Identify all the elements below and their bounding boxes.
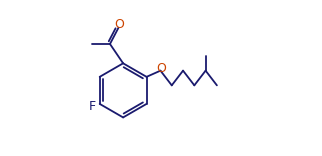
Text: F: F [89,100,96,113]
Text: O: O [156,62,166,75]
Text: O: O [115,18,124,31]
